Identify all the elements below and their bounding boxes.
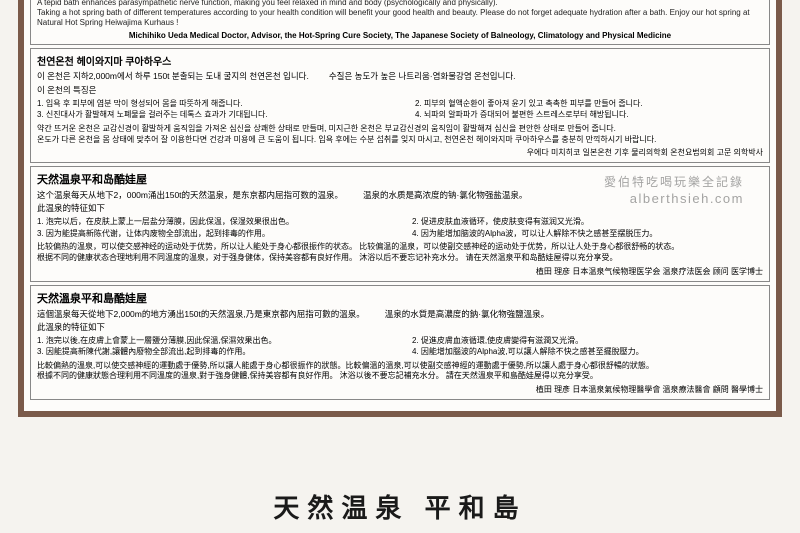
cnt-credit: 植田 理彥 日本溫泉氣候物理醫學會 溫泉療法醫會 顧問 醫學博士	[37, 384, 763, 395]
cnt-sub-1: 這個溫泉每天從地下2,000m的地方湧出150t的天然溫泉,乃是東京都內屈指可數…	[37, 308, 365, 320]
cns-credit: 植田 理彦 日本温泉气候物理医学会 温泉疗法医会 顾问 医学博士	[37, 266, 763, 277]
cns-para: 比较偏热的温泉，可以使交感神经的运动处于优势，所以让人能处于身心都很振作的状态。…	[37, 242, 763, 264]
watermark-en: alberthsieh.com	[604, 190, 744, 208]
ko-title: 천연온천 헤이와지마 쿠아하우스	[37, 53, 763, 68]
ko-item-2: 2. 피부의 혈액순환이 좋아져 윤기 있고 촉촉한 피부를 만들어 줍니다.	[415, 99, 763, 109]
ko-sub-2: 수질은 농도가 높은 나트리움·염화물강염 온천입니다.	[329, 70, 516, 82]
ko-credit: 우에다 미치히코 일본온천 기후 물리의학회 온천요법의회 고문 의학박사	[37, 147, 763, 158]
en-line-2: A tepid bath enhances parasympathetic ne…	[37, 0, 763, 8]
cnt-item-1: 1. 泡完以後,在皮膚上會蒙上一層鹽分薄膜,因此保溫,保濕效果出色。	[37, 336, 388, 346]
cns-item-3: 3. 因为能提高新陈代谢，让体内废物全部流出，起到排毒的作用。	[37, 229, 388, 239]
cnt-feature: 此溫泉的特征如下	[37, 321, 763, 333]
cns-item-2: 2. 促进皮肤血液循环，使皮肤变得有滋润又光滑。	[412, 217, 763, 227]
watermark: 愛伯特吃喝玩樂全記錄 alberthsieh.com	[604, 174, 744, 208]
watermark-zh: 愛伯特吃喝玩樂全記錄	[604, 174, 744, 190]
cns-sub-1: 这个温泉每天从地下2，000m涌出150t的天然温泉，是东京都内屈指可数的温泉。	[37, 189, 343, 201]
cnt-para: 比較偏熱的溫泉,可以使交感神經的運動處于優勢,所以讓人能處于身心都很振作的狀態。…	[37, 361, 763, 383]
cnt-sub-2: 溫泉的水質是高濃度的鈉·氯化物強鹽溫泉。	[385, 308, 549, 320]
section-korean: 천연온천 헤이와지마 쿠아하우스 이 온천은 지하2,000m에서 하루 150…	[30, 48, 770, 163]
cnt-title: 天然溫泉平和島酷娃屋	[37, 290, 763, 306]
bottom-title: 天然温泉 平和島	[0, 488, 800, 525]
ko-feature: 이 온천의 특징은	[37, 84, 763, 96]
cns-sub-2: 温泉的水质是高浓度的钠·氯化物强盐温泉。	[363, 189, 527, 201]
cnt-items: 1. 泡完以後,在皮膚上會蒙上一層鹽分薄膜,因此保溫,保濕效果出色。 3. 因能…	[37, 335, 763, 359]
ko-sub-1: 이 온천은 지하2,000m에서 하루 150t 분출되는 도내 굴지의 천연온…	[37, 70, 309, 82]
cnt-item-3: 3. 因能提高新陳代謝,讓體內廢物全部流出,起到排毒的作用。	[37, 347, 388, 357]
ko-item-3: 3. 신진대사가 활발해져 노폐물을 걸러주는 데톡스 효과가 기대됩니다.	[37, 110, 385, 120]
section-chinese-t: 天然溫泉平和島酷娃屋 這個溫泉每天從地下2,000m的地方湧出150t的天然溫泉…	[30, 285, 770, 400]
section-english: A hot bath promotes sympathetic nerve fu…	[30, 0, 770, 45]
en-credit: Michihiko Ueda Medical Doctor, Advisor, …	[37, 31, 763, 40]
ko-items: 1. 입욕 후 피부에 염분 막이 형성되어 몸을 따뜻하게 해줍니다. 3. …	[37, 98, 763, 122]
ko-item-1: 1. 입욕 후 피부에 염분 막이 형성되어 몸을 따뜻하게 해줍니다.	[37, 99, 385, 109]
info-panel: A hot bath promotes sympathetic nerve fu…	[18, 0, 782, 417]
cns-item-4: 4. 因为能增加脑波的Alpha波，可以让人解除不快之感甚至摆脱压力。	[412, 229, 763, 239]
cns-item-1: 1. 泡完以后，在皮肤上蒙上一层盐分薄膜，因此保温，保湿效果很出色。	[37, 217, 388, 227]
en-line-3: Taking a hot spring bath of different te…	[37, 8, 763, 28]
cnt-item-4: 4. 因能增加腦波的Alpha波,可以讓人解除不快之感甚至擺脫壓力。	[412, 347, 763, 357]
cns-items: 1. 泡完以后，在皮肤上蒙上一层盐分薄膜，因此保温，保湿效果很出色。 3. 因为…	[37, 216, 763, 240]
cnt-item-2: 2. 促進皮膚血液循環,使皮膚變得有滋潤又光滑。	[412, 336, 763, 346]
ko-item-4: 4. 뇌파의 알파파가 증대되어 불편한 스트레스로부터 해방됩니다.	[415, 110, 763, 120]
ko-para: 약간 뜨거운 온천은 교감신경이 활발하게 움직임을 가져온 심신을 상쾌한 상…	[37, 124, 763, 146]
